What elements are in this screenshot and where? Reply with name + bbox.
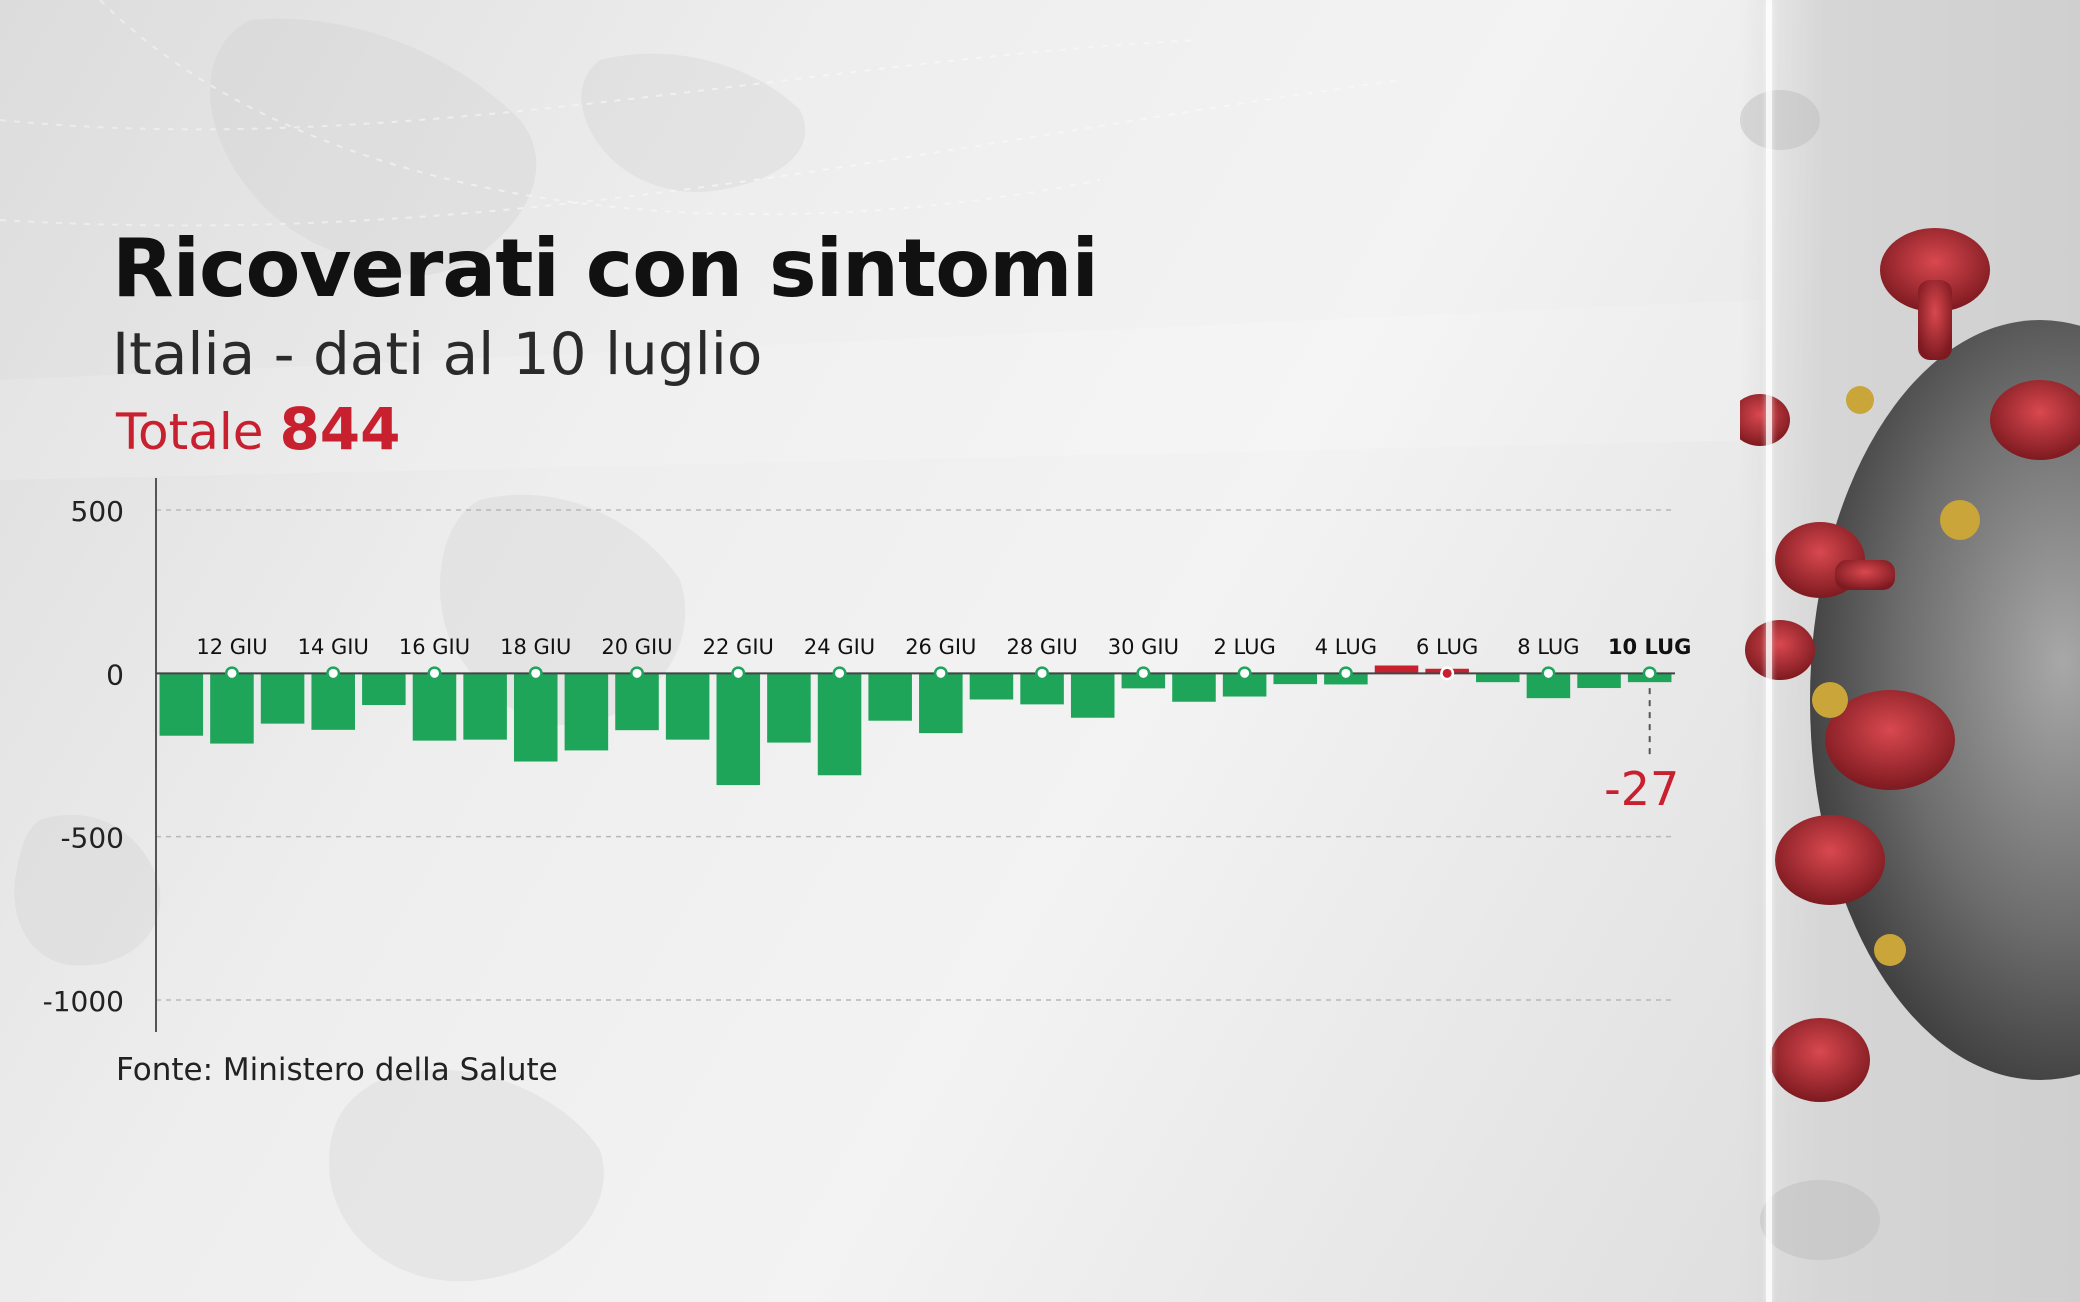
x-tick-label: 28 GIU xyxy=(1006,635,1077,659)
bar xyxy=(969,673,1014,700)
x-tick-label: 2 LUG xyxy=(1213,635,1275,659)
tick-marker xyxy=(429,668,439,678)
tick-marker xyxy=(835,668,845,678)
bar xyxy=(817,673,862,776)
bar xyxy=(1374,665,1419,674)
tick-marker xyxy=(733,668,743,678)
bar xyxy=(513,673,558,762)
tick-marker xyxy=(1442,668,1452,678)
bar xyxy=(767,673,811,743)
x-tick-label: 20 GIU xyxy=(601,635,672,659)
x-tick-label: 10 LUG xyxy=(1608,635,1691,659)
bar xyxy=(1172,673,1216,702)
x-tick-label: 26 GIU xyxy=(905,635,976,659)
bar xyxy=(1070,673,1115,718)
bar xyxy=(564,673,609,751)
bar xyxy=(1577,673,1621,689)
virus-illustration xyxy=(1740,0,2080,1302)
x-tick-label: 24 GIU xyxy=(804,635,875,659)
x-tick-label: 30 GIU xyxy=(1108,635,1179,659)
bar xyxy=(716,673,761,786)
bar xyxy=(260,673,305,724)
x-tick-label: 16 GIU xyxy=(399,635,470,659)
tick-marker xyxy=(1240,668,1250,678)
highlight-value-label: -27 xyxy=(1604,762,1679,816)
tick-marker xyxy=(1037,668,1047,678)
bar xyxy=(615,673,659,731)
tick-marker xyxy=(531,668,541,678)
total-label: Totale xyxy=(116,403,264,461)
bar xyxy=(1273,673,1318,685)
chart-subtitle: Italia - dati al 10 luglio xyxy=(112,320,763,388)
total-value: 844 xyxy=(279,395,401,463)
x-tick-label: 8 LUG xyxy=(1517,635,1579,659)
total-summary: Totale 844 xyxy=(116,395,401,463)
tick-marker xyxy=(1341,668,1351,678)
tick-marker xyxy=(227,668,237,678)
bar xyxy=(1121,673,1166,689)
bar xyxy=(362,673,406,706)
bar xyxy=(412,673,457,741)
y-tick-label: 500 xyxy=(71,495,124,528)
y-tick-label: 0 xyxy=(106,658,124,691)
bar xyxy=(665,673,710,740)
bar xyxy=(210,673,254,744)
x-tick-label: 6 LUG xyxy=(1416,635,1478,659)
y-tick-label: -1000 xyxy=(43,985,124,1018)
bar xyxy=(868,673,912,721)
x-tick-label: 14 GIU xyxy=(298,635,369,659)
bar xyxy=(1222,673,1267,697)
y-tick-label: -500 xyxy=(60,822,124,855)
x-tick-label: 18 GIU xyxy=(500,635,571,659)
x-tick-label: 12 GIU xyxy=(196,635,267,659)
chart-title: Ricoverati con sintomi xyxy=(112,222,1099,315)
bar xyxy=(463,673,507,740)
x-tick-label: 4 LUG xyxy=(1315,635,1377,659)
panel-divider xyxy=(1766,0,1772,1302)
tick-marker xyxy=(328,668,338,678)
tick-marker xyxy=(1138,668,1148,678)
bar xyxy=(1476,673,1520,683)
bar xyxy=(159,673,204,736)
tick-marker xyxy=(936,668,946,678)
bar xyxy=(311,673,355,730)
x-tick-label: 22 GIU xyxy=(703,635,774,659)
source-note: Fonte: Ministero della Salute xyxy=(116,1052,558,1088)
tick-marker xyxy=(1543,668,1553,678)
tick-marker xyxy=(1645,668,1655,678)
bar xyxy=(919,673,963,734)
tick-marker xyxy=(632,668,642,678)
